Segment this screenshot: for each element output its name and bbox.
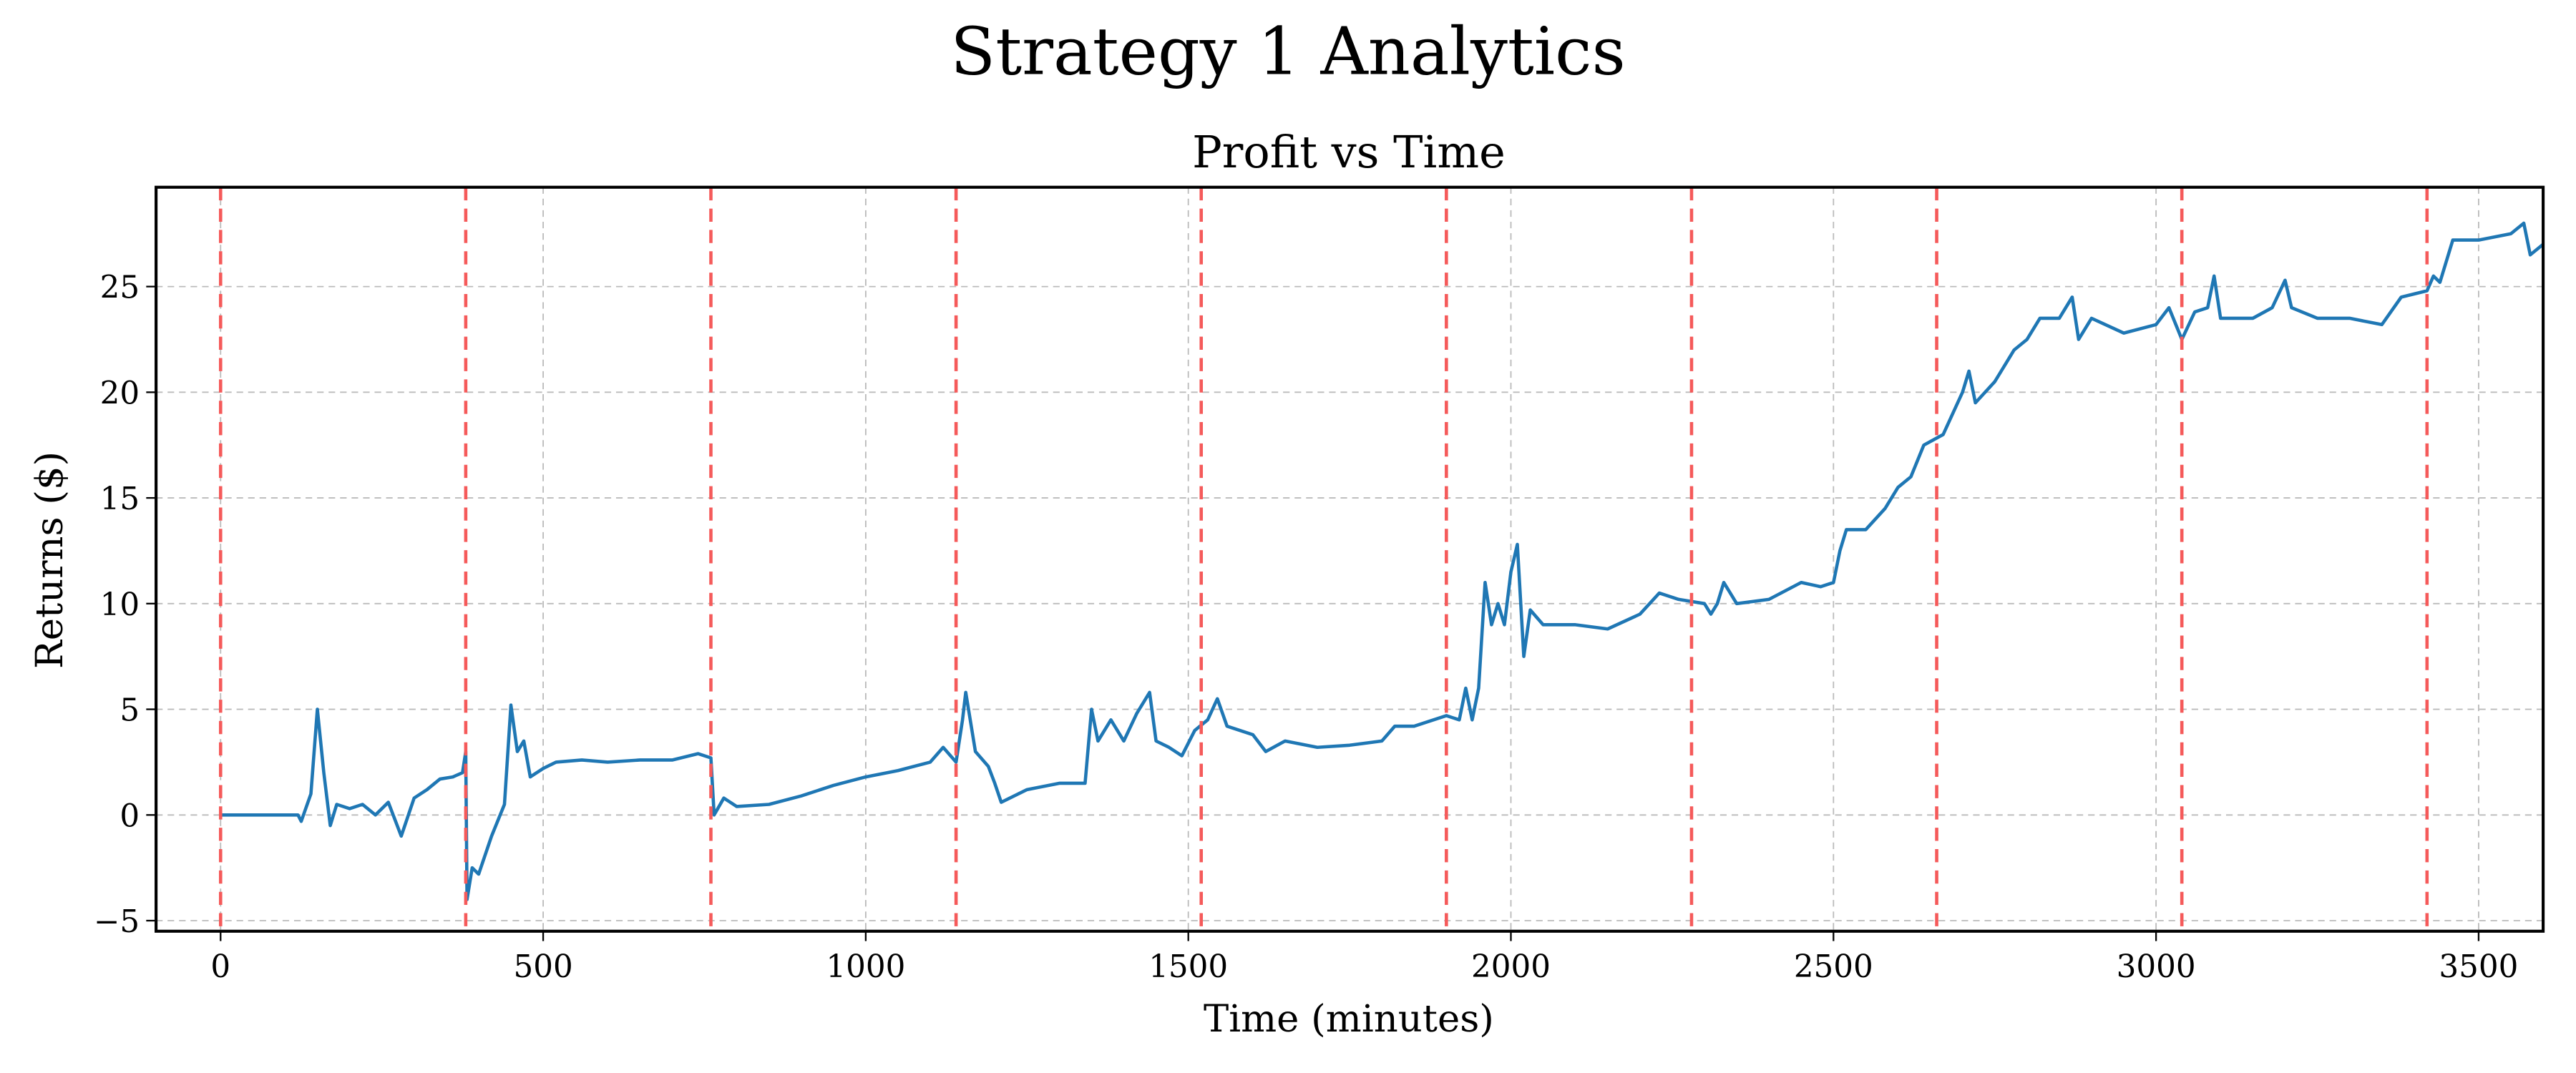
x-tick-label: 500 xyxy=(513,949,572,985)
y-tick-label: 15 xyxy=(100,481,140,517)
y-tick-label: 25 xyxy=(100,270,140,306)
chart-title: Strategy 1 Analytics xyxy=(950,13,1625,89)
x-axis-label: Time (minutes) xyxy=(1204,997,1494,1041)
data-line xyxy=(220,221,2544,901)
chart-subtitle: Profit vs Time xyxy=(1192,126,1506,178)
y-tick-label: −5 xyxy=(94,904,140,940)
x-tick-label: 2000 xyxy=(1471,949,1551,985)
y-axis-label: Returns ($) xyxy=(28,451,72,669)
y-tick-label: 0 xyxy=(119,798,140,834)
x-tick-label: 2500 xyxy=(1794,949,1873,985)
y-tick-label: 20 xyxy=(100,376,140,411)
y-tick-label: 10 xyxy=(100,587,140,623)
x-tick-label: 1500 xyxy=(1148,949,1228,985)
x-tick-label: 3500 xyxy=(2439,949,2518,985)
plot-frame xyxy=(155,185,2545,933)
x-tick-label: 0 xyxy=(210,949,230,985)
x-tick-label: 3000 xyxy=(2117,949,2196,985)
x-tick-label: 1000 xyxy=(826,949,905,985)
y-tick-label: 5 xyxy=(119,693,140,729)
